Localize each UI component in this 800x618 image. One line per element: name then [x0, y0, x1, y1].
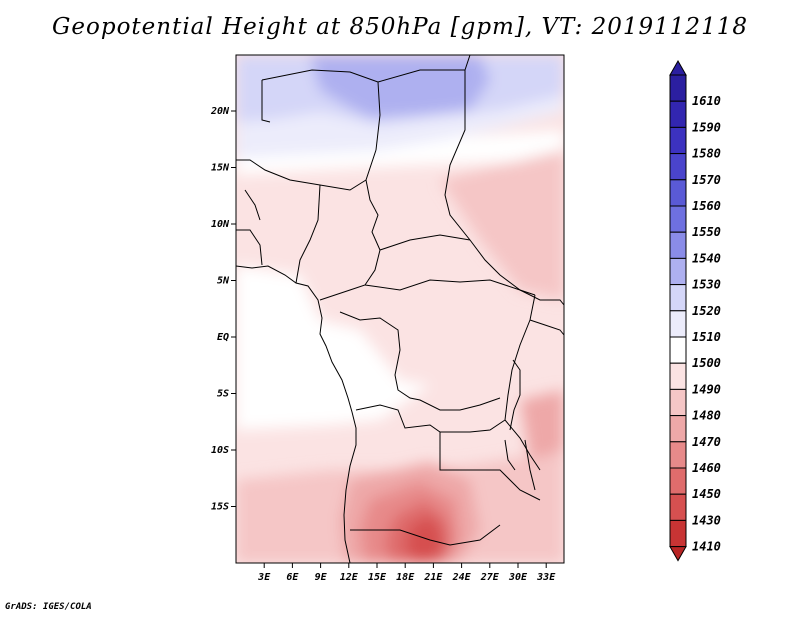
colorbar-cell [669, 415, 687, 443]
colorbar-cell [669, 100, 687, 128]
colorbar-label: 1520 [692, 304, 721, 318]
lon-label: 30E [508, 572, 528, 583]
latitude-axis: 20N 15N 10N 5N EQ 5S 10S 15S [210, 106, 236, 513]
colorbar-cell [669, 336, 687, 364]
colorbar-label: 1530 [692, 278, 721, 292]
longitude-axis: 3E 6E 9E 12E 15E 18E 21E 24E 27E 30E 33E [257, 563, 556, 583]
lat-label: 15N [211, 163, 230, 174]
colorbar-cell [669, 231, 687, 259]
colorbar-label: 1550 [692, 225, 721, 239]
colorbar-cell [669, 388, 687, 417]
colorbar-label: 1460 [692, 461, 721, 475]
colorbar-label: 1480 [692, 409, 721, 423]
lon-label: 9E [315, 572, 328, 583]
lon-label: 3E [257, 572, 271, 583]
colorbar-cell [669, 284, 687, 312]
lat-label: 20N [210, 106, 230, 117]
colorbar-label: 1560 [692, 199, 721, 213]
lon-label: 12E [340, 572, 359, 583]
colorbar-label: 1510 [692, 330, 721, 344]
lon-label: 18E [396, 572, 415, 583]
colorbar-cell [669, 467, 687, 495]
colorbar-cell [669, 441, 687, 469]
colorbar-top-arrow [669, 59, 687, 76]
colorbar-cell [669, 179, 687, 207]
colorbar-cell [669, 310, 687, 338]
colorbar-label: 1450 [692, 487, 721, 501]
lat-label: 5N [217, 276, 230, 287]
colorbar-label: 1410 [692, 540, 721, 554]
lat-label: EQ [217, 332, 229, 343]
colorbar-label: 1610 [692, 94, 721, 108]
colorbar-label: 1540 [692, 251, 721, 265]
colorbar-cell [669, 153, 687, 181]
colorbar-label: 1500 [692, 356, 721, 370]
lat-label: 15S [211, 502, 229, 513]
colorbar-cell [669, 493, 687, 521]
colorbar-label: 1490 [692, 382, 721, 396]
colorbar-label: 1570 [692, 173, 721, 187]
lon-label: 24E [452, 572, 472, 583]
lat-label: 5S [217, 389, 229, 400]
colorbar-cell [669, 126, 687, 155]
colorbar-label: 1470 [692, 435, 721, 449]
colorbar-cell [669, 257, 687, 286]
lon-label: 6E [286, 572, 299, 583]
colorbar: 1610 1590 1580 1570 1560 1550 1540 1530 1520 1510… [669, 59, 721, 562]
lat-label: 10S [211, 445, 229, 456]
colorbar-label: 1580 [692, 147, 721, 161]
map-title: Geopotential Height at 850hPa [gpm], VT:… [52, 14, 748, 40]
colorbar-label: 1430 [692, 513, 721, 527]
colorbar-label: 1590 [692, 120, 721, 134]
colorbar-cell [669, 362, 687, 390]
credit-text: GrADS: IGES/COLA [5, 602, 92, 612]
lon-label: 27E [480, 572, 500, 583]
lon-label: 15E [368, 572, 387, 583]
country-borders [236, 55, 564, 563]
height-field [236, 55, 564, 563]
colorbar-cell [669, 205, 687, 233]
colorbar-cell [669, 74, 687, 102]
lon-label: 33E [536, 572, 556, 583]
colorbar-cell [669, 519, 687, 548]
lon-label: 21E [423, 572, 443, 583]
colorbar-bottom-arrow [669, 546, 687, 562]
lat-label: 10N [211, 219, 230, 230]
